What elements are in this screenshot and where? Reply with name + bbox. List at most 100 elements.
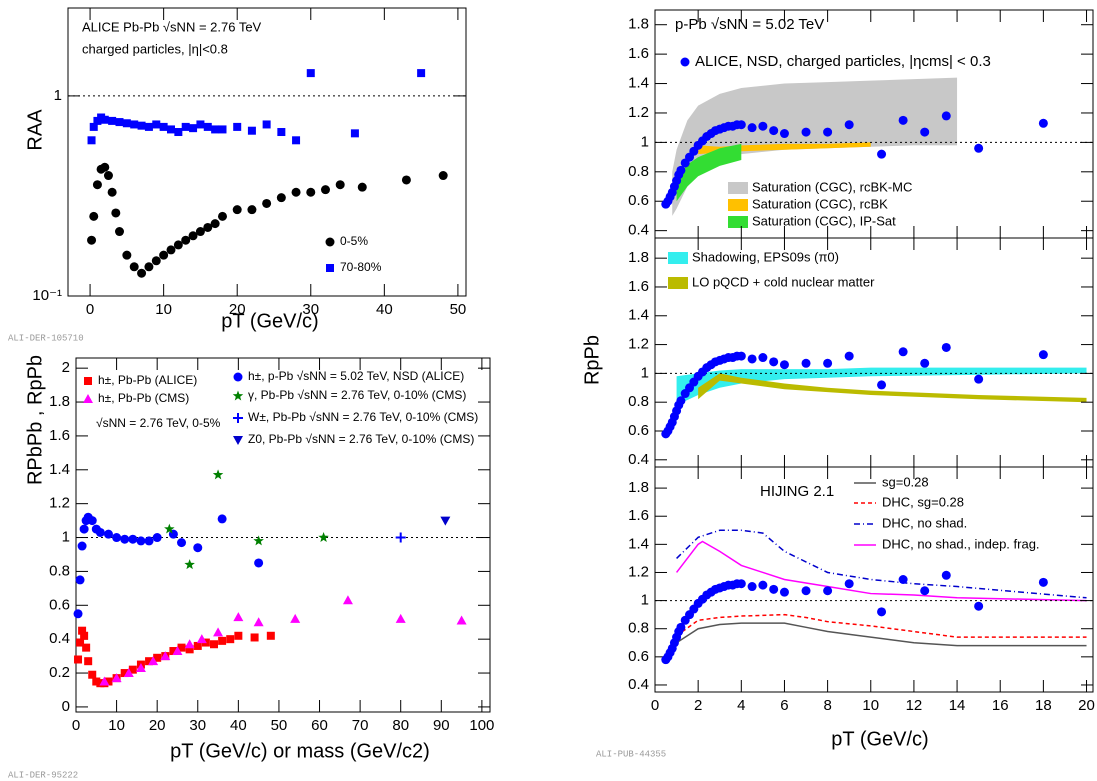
- y-tick-label: 0.8: [628, 393, 649, 410]
- y-tick-label: 1: [62, 529, 70, 546]
- legend-label: DHC, no shad., indep. frag.: [882, 536, 1040, 551]
- data-point: [74, 655, 83, 664]
- y-tick-label: 1.6: [628, 507, 649, 524]
- plot-frame: [67, 7, 467, 297]
- data-point: [747, 123, 757, 133]
- data-point: [823, 358, 833, 368]
- y-tick-label: 0: [62, 698, 70, 715]
- data-point: [779, 129, 789, 139]
- y-tick-label: 0.4: [628, 222, 649, 239]
- legend-label: γ, Pb-Pb √sNN = 2.76 TeV, 0-10% (CMS): [248, 388, 466, 402]
- x-tick-label: 90: [433, 717, 450, 734]
- data-point: [96, 679, 105, 688]
- data-point: [218, 636, 227, 645]
- legend-marker: [233, 436, 243, 445]
- y-tick-label: 0.8: [628, 620, 649, 637]
- data-point: [395, 613, 406, 623]
- data-point: [974, 143, 984, 153]
- data-point: [440, 516, 451, 526]
- data-point: [148, 656, 159, 666]
- data-point: [75, 575, 85, 585]
- y-axis-label: RpPb: [581, 335, 603, 385]
- legend-marker: [680, 57, 690, 67]
- data-point: [350, 129, 359, 138]
- data-point: [306, 69, 315, 78]
- x-tick-label: 20: [229, 301, 246, 318]
- data-point: [801, 127, 811, 137]
- y-tick-label: 0.6: [628, 192, 649, 209]
- y-tick-label: 1.8: [628, 479, 649, 496]
- data-point: [769, 126, 779, 136]
- data-point: [262, 120, 271, 129]
- data-point: [320, 185, 330, 195]
- data-point: [130, 120, 139, 129]
- data-point: [758, 580, 768, 590]
- data-point: [247, 205, 257, 215]
- y-tick-label: 1.8: [628, 249, 649, 266]
- data-point: [758, 121, 768, 131]
- y-tick-label: 2: [62, 359, 70, 376]
- data-point: [456, 615, 467, 625]
- data-point: [203, 122, 212, 131]
- x-tick-label: 2: [694, 697, 702, 714]
- credit: ALI-PUB-44355: [596, 749, 666, 759]
- legend-swatch: [728, 199, 748, 211]
- x-tick-label: 30: [302, 301, 319, 318]
- data-point: [342, 595, 353, 605]
- data-point: [211, 125, 220, 134]
- model-band: [698, 373, 1087, 403]
- data-point: [122, 250, 132, 260]
- data-point: [135, 662, 146, 672]
- data-point: [877, 380, 887, 390]
- data-point: [736, 120, 746, 130]
- legend-label: Shadowing, EPS09s (π0): [692, 249, 839, 264]
- data-point: [87, 235, 97, 245]
- x-axis-label: pT (GeV/c): [831, 728, 928, 750]
- x-tick-label: 14: [949, 697, 966, 714]
- data-point: [226, 635, 235, 644]
- data-point: [152, 533, 162, 543]
- data-point: [357, 182, 367, 192]
- x-tick-label: 50: [450, 301, 467, 318]
- data-point: [137, 121, 146, 130]
- data-point: [120, 534, 130, 544]
- data-point: [234, 631, 243, 640]
- legend-label: DHC, no shad.: [882, 515, 967, 530]
- x-tick-label: 12: [906, 697, 923, 714]
- data-point: [128, 665, 137, 674]
- data-point: [758, 353, 768, 363]
- data-point: [177, 643, 186, 652]
- data-point: [941, 111, 951, 121]
- plot-frame: [75, 357, 491, 713]
- y-tick-label: 1.2: [49, 495, 70, 512]
- data-point: [164, 523, 175, 534]
- x-tick-label: 0: [651, 697, 659, 714]
- legend-marker: [325, 237, 335, 247]
- data-point: [103, 171, 113, 181]
- data-point: [247, 126, 256, 135]
- legend-swatch: [668, 277, 688, 289]
- data-point: [974, 374, 984, 384]
- y-tick-label: 0.4: [49, 630, 70, 647]
- credit: ALI-DER-105710: [8, 333, 84, 343]
- data-point: [920, 358, 930, 368]
- data-point: [100, 162, 110, 172]
- data-point: [73, 609, 83, 619]
- data-point: [974, 601, 984, 611]
- data-point: [129, 262, 139, 272]
- data-point: [181, 122, 190, 131]
- y-tick-label: 0.8: [49, 562, 70, 579]
- data-point: [253, 535, 264, 546]
- data-point: [112, 533, 122, 543]
- data-point: [318, 532, 329, 542]
- y-tick-label: 1.2: [628, 336, 649, 353]
- annotation: charged particles, |η|<0.8: [82, 41, 228, 56]
- data-point: [736, 579, 746, 589]
- legend-marker: [232, 390, 244, 401]
- data-point: [193, 543, 203, 553]
- legend-swatch: [728, 182, 748, 194]
- data-point: [213, 627, 224, 637]
- y-tick-label: 0.6: [628, 648, 649, 665]
- x-tick-label: 0: [86, 301, 94, 318]
- data-point: [184, 639, 195, 649]
